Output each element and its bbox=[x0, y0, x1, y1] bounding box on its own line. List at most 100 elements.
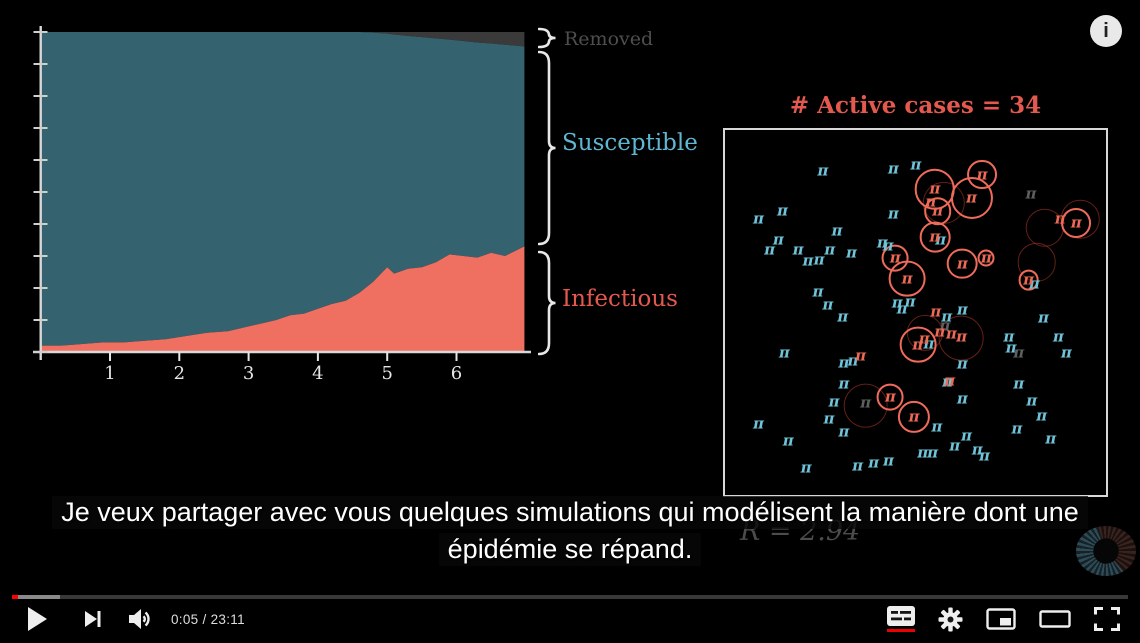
person-susceptible: π bbox=[792, 240, 804, 259]
person-susceptible: π bbox=[935, 230, 947, 249]
theater-mode-button[interactable] bbox=[1039, 608, 1071, 630]
play-icon bbox=[28, 607, 47, 631]
progress-bar[interactable] bbox=[12, 595, 1128, 599]
svg-text:5: 5 bbox=[381, 363, 392, 384]
brace-susceptible bbox=[538, 50, 556, 246]
infection-radius-ring bbox=[919, 221, 951, 253]
infection-radius-ring bbox=[897, 400, 931, 433]
brace-removed bbox=[538, 27, 556, 49]
person-susceptible: π bbox=[1011, 419, 1023, 438]
person-removed: π bbox=[1013, 343, 1025, 362]
person-susceptible: π bbox=[882, 451, 894, 470]
miniplayer-button[interactable] bbox=[986, 608, 1016, 630]
person-susceptible: π bbox=[896, 299, 908, 318]
person-infectious: π bbox=[1070, 213, 1082, 232]
person-infectious: π bbox=[930, 302, 942, 321]
person-susceptible: π bbox=[956, 300, 968, 319]
theater-mode-icon bbox=[1039, 610, 1071, 628]
person-infectious: π bbox=[976, 165, 988, 184]
active-cases-title: # Active cases = 34 bbox=[789, 92, 1042, 119]
subtitles: Je veux partager avec vous quelques simu… bbox=[0, 496, 1140, 570]
person-susceptible: π bbox=[971, 440, 983, 459]
person-susceptible: π bbox=[753, 209, 765, 228]
infection-radius-ring bbox=[1060, 199, 1100, 239]
person-infectious: π bbox=[1054, 209, 1066, 228]
person-susceptible: π bbox=[917, 443, 929, 462]
person-infectious: π bbox=[945, 324, 957, 343]
person-infectious: π bbox=[934, 322, 946, 341]
volume-icon bbox=[129, 609, 150, 629]
person-susceptible: π bbox=[777, 201, 789, 220]
person-susceptible: π bbox=[845, 243, 857, 262]
settings-button[interactable] bbox=[938, 607, 963, 632]
infection-radius-ring bbox=[1018, 270, 1040, 291]
person-susceptible: π bbox=[927, 443, 939, 462]
miniplayer-icon bbox=[986, 608, 1016, 630]
person-susceptible: π bbox=[831, 221, 843, 240]
volume-button[interactable] bbox=[128, 608, 155, 630]
person-susceptible: π bbox=[1003, 327, 1015, 346]
person-infectious: π bbox=[932, 201, 944, 220]
person-susceptible: π bbox=[812, 282, 824, 301]
person-susceptible: π bbox=[1026, 391, 1038, 410]
svg-text:2: 2 bbox=[174, 363, 185, 384]
person-infectious: π bbox=[929, 179, 941, 198]
person-susceptible: π bbox=[1036, 406, 1048, 425]
person-susceptible: π bbox=[891, 293, 903, 312]
person-susceptible: π bbox=[838, 422, 850, 441]
person-infectious: π bbox=[929, 227, 941, 246]
infection-radius-ring bbox=[947, 248, 978, 279]
person-infectious: π bbox=[855, 346, 867, 365]
removed-area bbox=[40, 32, 525, 47]
person-susceptible: π bbox=[910, 155, 922, 174]
person-susceptible: π bbox=[822, 295, 834, 314]
next-button[interactable] bbox=[84, 608, 102, 630]
legend-susceptible-label: Susceptible bbox=[562, 130, 698, 156]
person-susceptible: π bbox=[978, 446, 990, 465]
person-infectious: π bbox=[912, 335, 924, 354]
progress-played bbox=[12, 595, 19, 599]
person-susceptible: π bbox=[1052, 327, 1064, 346]
person-susceptible: π bbox=[904, 292, 916, 311]
person-susceptible: π bbox=[823, 409, 835, 428]
controls-right bbox=[887, 602, 1120, 636]
person-susceptible: π bbox=[800, 458, 812, 477]
play-button[interactable] bbox=[26, 606, 48, 632]
person-susceptible: π bbox=[838, 353, 850, 371]
person-infectious: π bbox=[980, 248, 992, 267]
person-susceptible: π bbox=[887, 204, 899, 223]
person-infectious: π bbox=[908, 407, 920, 426]
svg-text:3: 3 bbox=[243, 363, 254, 384]
info-icon[interactable]: i bbox=[1090, 15, 1122, 47]
person-removed: π bbox=[1025, 184, 1037, 203]
svg-text:1: 1 bbox=[104, 363, 115, 384]
svg-text:4: 4 bbox=[312, 363, 323, 384]
channel-watermark-logo[interactable] bbox=[1076, 526, 1136, 576]
person-susceptible: π bbox=[942, 372, 953, 391]
person-susceptible: π bbox=[956, 389, 968, 408]
person-infectious: π bbox=[1023, 270, 1035, 289]
person-susceptible: π bbox=[782, 431, 794, 450]
person-susceptible: π bbox=[887, 159, 899, 178]
person-removed: π bbox=[939, 316, 951, 335]
infection-radius-ring bbox=[1061, 208, 1092, 239]
settings-gear-icon bbox=[938, 607, 963, 631]
person-susceptible: π bbox=[802, 251, 814, 270]
fullscreen-icon bbox=[1094, 607, 1120, 631]
person-infectious: π bbox=[884, 387, 896, 406]
person-susceptible: π bbox=[828, 392, 840, 411]
captions-button[interactable] bbox=[887, 606, 915, 632]
infection-radius-ring bbox=[888, 260, 926, 297]
person-susceptible: π bbox=[882, 236, 894, 255]
subtitle-line-1: Je veux partager avec vous quelques simu… bbox=[52, 496, 1088, 529]
person-susceptible: π bbox=[772, 230, 784, 249]
controls-left: 0:05 / 23:11 bbox=[26, 602, 245, 636]
person-susceptible: π bbox=[847, 351, 859, 370]
person-removed: π bbox=[860, 393, 872, 412]
infection-radius-ring bbox=[950, 177, 993, 220]
captions-icon bbox=[887, 606, 915, 626]
fullscreen-button[interactable] bbox=[1094, 607, 1120, 631]
control-bar bbox=[0, 590, 1140, 643]
person-susceptible: π bbox=[1038, 308, 1050, 327]
